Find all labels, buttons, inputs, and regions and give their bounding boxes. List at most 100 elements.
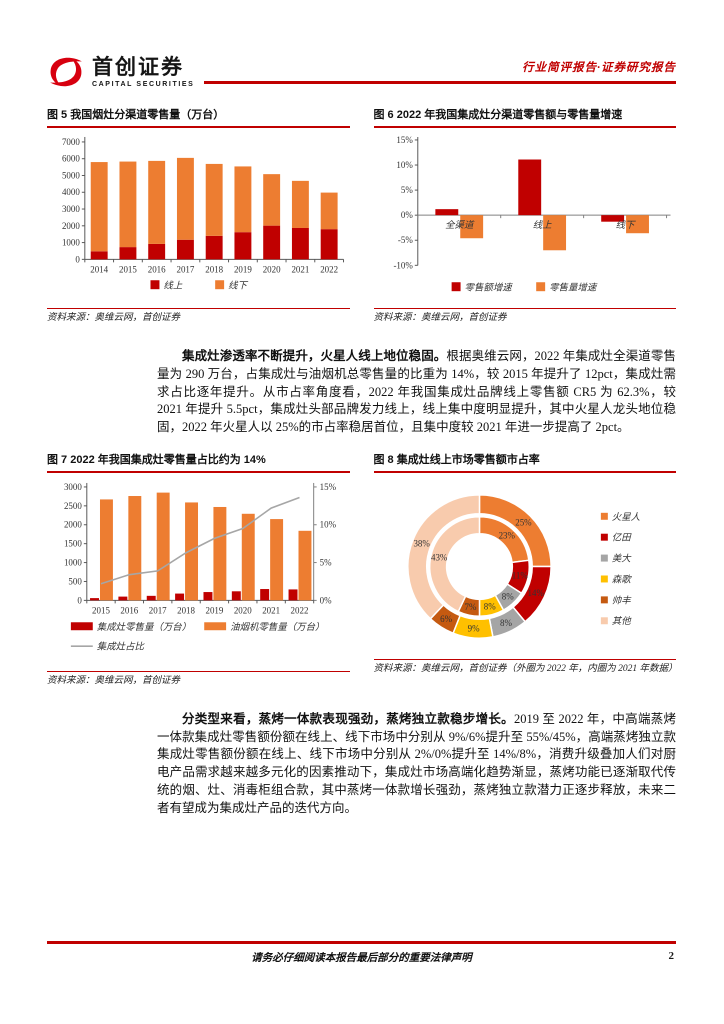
svg-text:5%: 5% (400, 185, 412, 195)
svg-text:0%: 0% (400, 210, 412, 220)
paragraph-1-lead: 集成灶渗透率不断提升，火星人线上地位稳固。 (182, 349, 447, 364)
svg-text:10%: 10% (396, 160, 413, 170)
paragraph-2: 分类型来看，蒸烤一体款表现强劲，蒸烤独立款稳步增长。2019 至 2022 年，… (157, 711, 676, 818)
figure-5-title: 图 5 我国烟灶分渠道零售量（万台） (47, 106, 350, 128)
svg-text:8%: 8% (501, 592, 513, 602)
brand-name-cn: 首创证券 (92, 55, 184, 79)
svg-text:5000: 5000 (62, 170, 80, 180)
fig5-bars (90, 157, 338, 260)
svg-text:2015: 2015 (119, 264, 137, 274)
svg-text:43%: 43% (430, 552, 447, 562)
fig5-stacked-bar-svg: 0 1000 2000 3000 4000 5000 6000 7000 2014 2015 201… (62, 137, 345, 292)
svg-text:11%: 11% (511, 570, 528, 580)
svg-text:森歌: 森歌 (611, 574, 631, 585)
figure-6-chart: 15% 10% 5% 0% -5% -10% 全渠道 线上 线下 零售额增速 零售量增速 (374, 128, 677, 306)
figure-7: 图 7 2022 年我国集成灶零售量占比约为 14% 0 500 1000 1500 2… (47, 451, 350, 701)
figure-row-1: 图 5 我国烟灶分渠道零售量（万台） 0 1000 2000 3000 4000 5000… (47, 106, 676, 338)
fig6-bars (434, 159, 649, 251)
svg-text:亿田: 亿田 (611, 533, 631, 544)
svg-text:2016: 2016 (148, 264, 166, 274)
svg-text:0%: 0% (320, 595, 332, 605)
fig8-donut-svg: 25% 14% 8% 9% 6% 38% 23% 11% 8% 8% 7% 43% 火星人亿田美大森歌帅… (406, 494, 640, 639)
page-number: 2 (668, 950, 675, 962)
svg-text:25%: 25% (515, 517, 532, 527)
content-area: 首创证券 CAPITAL SECURITIES 行业简评报告·证券研究报告 图 … (47, 0, 678, 818)
svg-text:2018: 2018 (205, 264, 223, 274)
svg-text:2015: 2015 (92, 605, 110, 615)
figure-5: 图 5 我国烟灶分渠道零售量（万台） 0 1000 2000 3000 4000 5000… (47, 106, 350, 338)
fig7-combo-chart-svg: 0 500 1000 1500 2000 2500 3000 0% 5% 10% 15% 2015 20… (64, 482, 337, 653)
brand-logo: 首创证券 CAPITAL SECURITIES (47, 53, 194, 91)
svg-text:1500: 1500 (64, 539, 82, 549)
brand-name-en: CAPITAL SECURITIES (92, 80, 195, 88)
svg-text:线下: 线下 (615, 220, 635, 231)
svg-text:2000: 2000 (64, 520, 82, 530)
svg-text:9%: 9% (467, 623, 479, 633)
svg-text:2020: 2020 (263, 264, 281, 274)
svg-text:3000: 3000 (64, 482, 82, 492)
svg-text:集成灶零售量（万台）: 集成灶零售量（万台） (97, 621, 191, 633)
svg-text:15%: 15% (396, 135, 413, 145)
brand-text: 首创证券 CAPITAL SECURITIES (92, 57, 194, 88)
svg-text:3000: 3000 (62, 204, 80, 214)
figure-7-chart: 0 500 1000 1500 2000 2500 3000 0% 5% 10% 15% 2015 20… (47, 473, 350, 669)
footer-disclaimer: 请务必仔细阅读本报告最后部分的重要法律声明 (251, 953, 472, 964)
svg-text:零售量增速: 零售量增速 (549, 283, 598, 294)
fig8-ring-2022-outer: 25% 14% 8% 9% 6% 38% (406, 494, 552, 639)
figure-6-source: 资料来源：奥维云网，首创证券 (373, 308, 676, 338)
svg-text:6000: 6000 (62, 154, 80, 164)
paragraph-2-body: 2019 至 2022 年，中高端蒸烤一体款集成灶零售额份额在线上、线下市场中分… (157, 711, 676, 815)
svg-text:38%: 38% (413, 539, 430, 549)
svg-text:帅丰: 帅丰 (611, 595, 631, 606)
svg-text:其他: 其他 (611, 616, 631, 627)
figure-8-source: 资料来源：奥维云网，首创证券（外圈为 2022 年，内圈为 2021 年数据） (373, 659, 678, 689)
svg-text:500: 500 (68, 576, 82, 586)
svg-text:2000: 2000 (62, 221, 80, 231)
svg-text:2021: 2021 (262, 605, 280, 615)
svg-text:7%: 7% (464, 602, 476, 612)
svg-text:8%: 8% (499, 618, 511, 628)
svg-text:7000: 7000 (62, 137, 80, 147)
figure-5-chart: 0 1000 2000 3000 4000 5000 6000 7000 2014 2015 201… (47, 128, 350, 306)
fig7-ratio-line (100, 496, 300, 585)
svg-text:2022: 2022 (291, 605, 309, 615)
figure-8-chart: 25% 14% 8% 9% 6% 38% 23% 11% 8% 8% 7% 43% 火星人 亿田 美大 森歌帅… (374, 473, 677, 657)
svg-text:线上: 线上 (163, 281, 182, 292)
svg-text:零售额增速: 零售额增速 (464, 283, 513, 294)
svg-text:1000: 1000 (64, 557, 82, 567)
figure-5-source: 资料来源：奥维云网，首创证券 (47, 308, 350, 338)
paragraph-2-lead: 分类型来看，蒸烤一体款表现强劲，蒸烤独立款稳步增长。 (182, 711, 514, 726)
svg-text:2017: 2017 (149, 605, 167, 615)
figure-row-2: 图 7 2022 年我国集成灶零售量占比约为 14% 0 500 1000 1500 2… (47, 451, 678, 701)
svg-text:15%: 15% (320, 482, 337, 492)
svg-text:2021: 2021 (291, 264, 309, 274)
svg-text:2014: 2014 (90, 264, 108, 274)
svg-text:2020: 2020 (234, 605, 252, 615)
svg-text:-10%: -10% (393, 260, 413, 270)
svg-text:5%: 5% (320, 557, 332, 567)
svg-text:2017: 2017 (176, 264, 194, 274)
svg-text:14%: 14% (527, 588, 544, 598)
svg-text:火星人: 火星人 (611, 512, 640, 523)
figure-7-source: 资料来源：奥维云网，首创证券 (47, 670, 350, 701)
header-rule: 行业简评报告·证券研究报告 (204, 58, 676, 84)
header: 首创证券 CAPITAL SECURITIES 行业简评报告·证券研究报告 (47, 46, 676, 88)
figure-6-title: 图 6 2022 年我国集成灶分渠道零售额与零售量增速 (373, 106, 676, 128)
report-type-label: 行业简评报告·证券研究报告 (522, 62, 676, 74)
paragraph-1: 集成灶渗透率不断提升，火星人线上地位稳固。根据奥维云网，2022 年集成灶全渠道… (157, 348, 676, 437)
svg-text:线上: 线上 (532, 220, 551, 231)
fig8-ring-2021-inner: 23% 11% 8% 8% 7% 43% (428, 515, 530, 617)
svg-text:2500: 2500 (64, 501, 82, 511)
svg-text:6%: 6% (440, 614, 452, 624)
figure-8-title: 图 8 集成灶线上市场零售额市占率 (373, 451, 676, 473)
svg-text:2016: 2016 (120, 605, 138, 615)
svg-text:集成灶占比: 集成灶占比 (97, 642, 146, 653)
svg-text:10%: 10% (320, 520, 337, 530)
capital-securities-swirl-icon (50, 57, 82, 87)
fig7-bars (90, 492, 312, 601)
svg-text:油烟机零售量（万台）: 油烟机零售量（万台） (230, 621, 324, 633)
svg-text:23%: 23% (498, 530, 515, 540)
